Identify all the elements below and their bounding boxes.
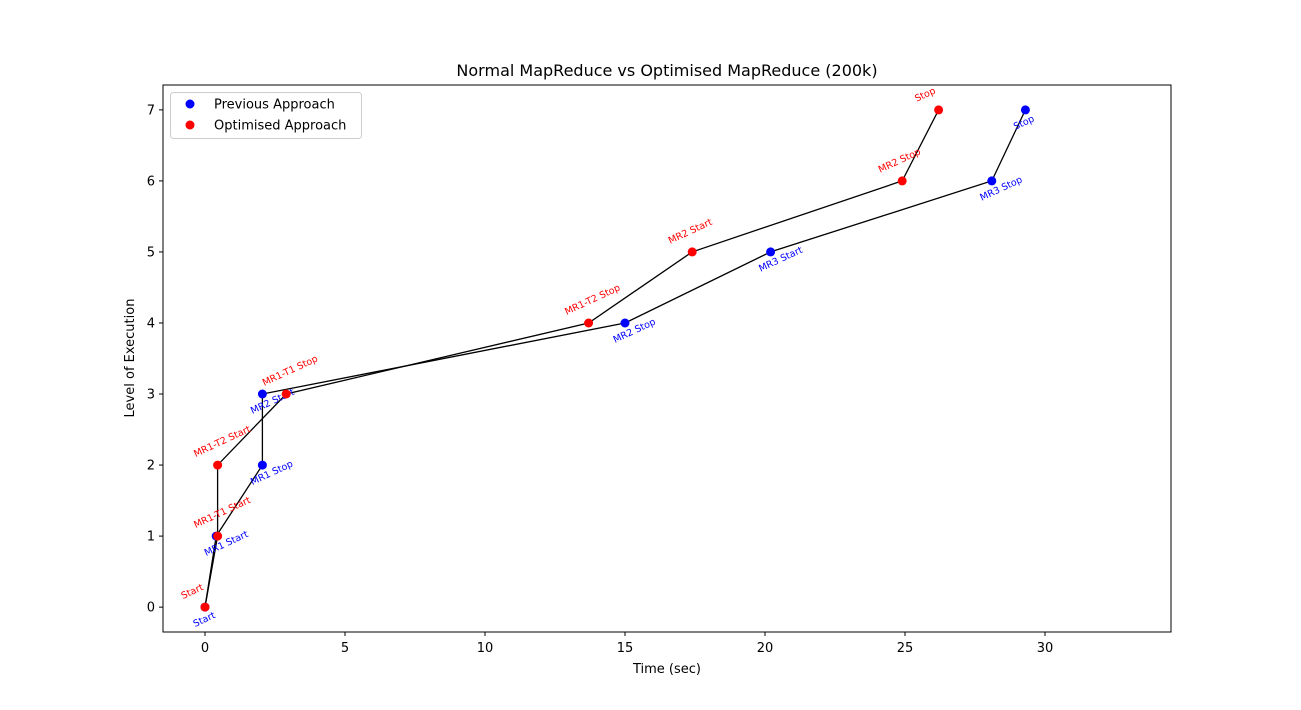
legend-box [170, 92, 362, 139]
y-tick-label: 2 [147, 459, 155, 474]
data-point-previous [257, 460, 267, 470]
x-axis: 0 5 10 15 20 25 30 [201, 632, 1053, 656]
plot-frame [162, 84, 1172, 633]
series-line-previous [204, 109, 1026, 608]
y-axis: 0 1 2 3 4 5 6 7 [147, 103, 163, 616]
x-tick-label: 0 [201, 641, 209, 656]
data-point-optimised [281, 389, 291, 399]
x-tick-label: 20 [757, 641, 774, 656]
x-tick-label: 15 [617, 641, 634, 656]
legend-marker-previous [185, 99, 195, 109]
x-axis-label: Time (sec) [632, 662, 701, 677]
legend-label-previous: Previous Approach [214, 98, 335, 113]
x-tick-label: 10 [477, 641, 494, 656]
y-tick-label: 4 [147, 316, 155, 331]
y-tick-label: 5 [147, 245, 155, 260]
data-point-previous [1020, 105, 1030, 115]
legend: Previous Approach Optimised Approach [170, 92, 362, 139]
data-point-previous [257, 389, 267, 399]
data-point-optimised [934, 105, 944, 115]
legend-marker-optimised [185, 120, 195, 130]
data-point-optimised [687, 247, 697, 257]
y-tick-label: 3 [147, 388, 155, 403]
data-point-previous [766, 247, 776, 257]
legend-label-optimised: Optimised Approach [214, 119, 346, 134]
data-point-optimised [897, 176, 907, 186]
x-tick-label: 30 [1037, 641, 1054, 656]
data-point-optimised [584, 318, 594, 328]
y-tick-label: 6 [147, 174, 155, 189]
data-point-optimised [200, 602, 210, 612]
series-line-optimised [204, 109, 940, 608]
chart-title: Normal MapReduce vs Optimised MapReduce … [456, 61, 877, 80]
data-point-optimised [213, 531, 223, 541]
y-tick-label: 7 [147, 103, 155, 118]
y-tick-label: 0 [147, 601, 155, 616]
data-point-previous [620, 318, 630, 328]
data-point-previous [987, 176, 997, 186]
x-tick-label: 5 [341, 641, 349, 656]
x-tick-label: 25 [897, 641, 914, 656]
y-tick-label: 1 [147, 530, 155, 545]
data-point-optimised [213, 460, 223, 470]
y-axis-label: Level of Execution [123, 299, 138, 418]
